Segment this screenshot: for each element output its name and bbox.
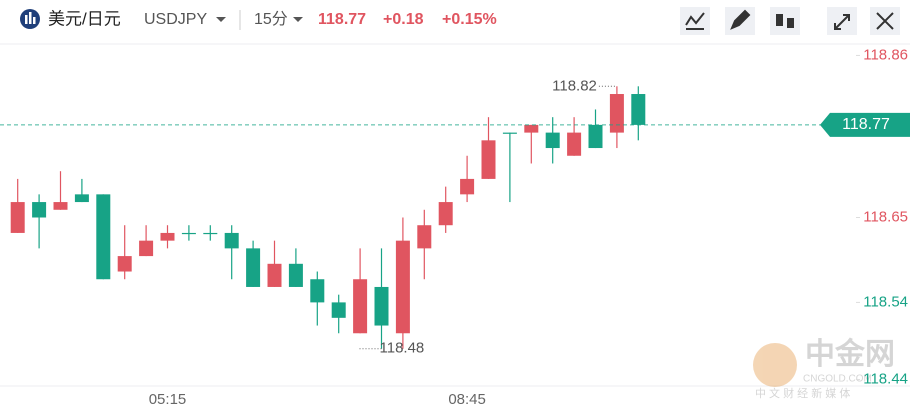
watermark-slogan: 中 文 财 经 新 媒 体 xyxy=(755,386,850,400)
close-icon xyxy=(876,12,894,30)
y-tick-label: 118.65 xyxy=(863,208,908,225)
candle-body xyxy=(181,232,196,235)
candle-body xyxy=(117,256,132,272)
candle-body xyxy=(53,202,68,210)
watermark-logo-text: 中金网 xyxy=(805,337,895,371)
candle-body xyxy=(353,279,368,334)
candle-body xyxy=(267,263,282,287)
candle-body xyxy=(246,248,261,287)
dropdown-caret[interactable] xyxy=(293,17,303,22)
current-price-label: 118.77 xyxy=(842,116,890,133)
icon-bar xyxy=(29,12,32,24)
candle-body xyxy=(160,232,175,241)
icon-bar xyxy=(25,15,28,24)
annotation-label: 118.48 xyxy=(380,340,425,357)
candle-body xyxy=(502,132,517,134)
fullscreen-icon xyxy=(834,14,850,30)
symbol[interactable]: USDJPY xyxy=(144,11,207,28)
watermark: 中金网 CNGOLD.COM 中 文 财 经 新 媒 体 xyxy=(753,337,895,400)
y-tick-label: 118.86 xyxy=(863,46,908,63)
toolbar xyxy=(680,7,900,35)
candle-body xyxy=(460,178,475,195)
candle-body xyxy=(310,279,325,303)
title: 美元/日元 xyxy=(48,9,121,28)
candle-body xyxy=(203,232,218,235)
candle-body xyxy=(374,286,389,326)
candle-body xyxy=(567,132,582,156)
y-tick-label: 118.54 xyxy=(863,293,908,310)
chart-type-icon xyxy=(776,14,783,26)
candle-body xyxy=(631,94,646,125)
candle-body xyxy=(96,194,111,280)
watermark-logo xyxy=(753,343,797,387)
candle-body xyxy=(139,240,154,257)
candle-body xyxy=(609,94,624,133)
draw-icon xyxy=(730,9,751,30)
interval[interactable]: 15分 xyxy=(254,10,288,28)
candle-body xyxy=(74,194,89,203)
candle-body xyxy=(32,202,47,218)
indicator-icon xyxy=(685,12,705,26)
icon-bar xyxy=(33,17,36,24)
annotation-label: 118.82 xyxy=(552,77,597,94)
candle-body xyxy=(417,225,432,249)
y-tick-label: 118.44 xyxy=(863,371,908,388)
candle-body xyxy=(224,232,239,249)
x-tick-label: 08:45 xyxy=(448,391,486,408)
chart-type-icon xyxy=(787,18,794,28)
candle-body xyxy=(288,263,303,287)
candle-body xyxy=(588,124,603,149)
candle-body xyxy=(331,302,346,318)
watermark-domain: CNGOLD.COM xyxy=(803,374,872,385)
dropdown-caret[interactable] xyxy=(216,17,226,22)
candle-body xyxy=(481,140,496,179)
price: 118.77 xyxy=(318,11,366,28)
chart-type-button[interactable] xyxy=(770,7,800,35)
candle-body xyxy=(545,132,560,149)
candle-body xyxy=(524,124,539,133)
candle-body xyxy=(10,202,25,233)
change-pct: +0.15% xyxy=(442,11,497,28)
candle-body xyxy=(438,202,453,226)
candle-body xyxy=(395,240,410,334)
x-tick-label: 05:15 xyxy=(149,391,187,408)
current-price-tag xyxy=(820,112,910,137)
change: +0.18 xyxy=(383,11,424,28)
